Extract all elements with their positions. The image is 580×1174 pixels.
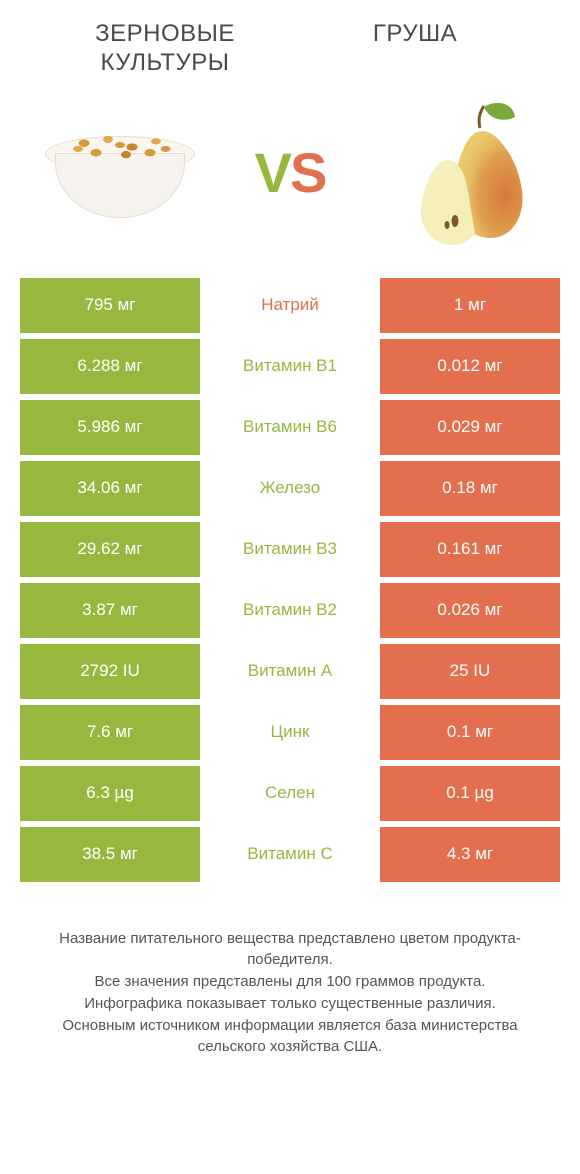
nutrient-label: Цинк [200, 705, 380, 760]
vs-v: V [255, 141, 290, 204]
table-row: 795 мгНатрий1 мг [20, 278, 560, 333]
footer-line: Основным источником информации является … [30, 1015, 550, 1059]
nutrient-label: Натрий [200, 278, 380, 333]
left-value: 34.06 мг [20, 461, 200, 516]
table-row: 29.62 мгВитамин B30.161 мг [20, 522, 560, 577]
right-value: 0.18 мг [380, 461, 560, 516]
left-value: 3.87 мг [20, 583, 200, 638]
table-row: 3.87 мгВитамин B20.026 мг [20, 583, 560, 638]
right-value: 0.161 мг [380, 522, 560, 577]
left-value: 38.5 мг [20, 827, 200, 882]
right-value: 1 мг [380, 278, 560, 333]
right-value: 0.1 µg [380, 766, 560, 821]
images-row: VS [0, 88, 580, 278]
right-value: 0.026 мг [380, 583, 560, 638]
right-value: 0.012 мг [380, 339, 560, 394]
nutrient-label: Селен [200, 766, 380, 821]
table-row: 38.5 мгВитамин C4.3 мг [20, 827, 560, 882]
left-value: 5.986 мг [20, 400, 200, 455]
table-row: 6.288 мгВитамин B10.012 мг [20, 339, 560, 394]
left-value: 795 мг [20, 278, 200, 333]
table-row: 5.986 мгВитамин B60.029 мг [20, 400, 560, 455]
nutrient-label: Железо [200, 461, 380, 516]
nutrient-label: Витамин B1 [200, 339, 380, 394]
vs-label: VS [255, 140, 326, 205]
left-value: 2792 IU [20, 644, 200, 699]
title-left: ЗЕРНОВЫЕ КУЛЬТУРЫ [40, 20, 290, 78]
pear-image [370, 98, 550, 248]
table-row: 7.6 мгЦинк0.1 мг [20, 705, 560, 760]
footer-line: Название питательного вещества представл… [30, 928, 550, 972]
nutrient-label: Витамин B6 [200, 400, 380, 455]
footer-line: Все значения представлены для 100 граммо… [30, 971, 550, 993]
nutrient-label: Витамин B3 [200, 522, 380, 577]
left-value: 29.62 мг [20, 522, 200, 577]
comparison-table: 795 мгНатрий1 мг 6.288 мгВитамин B10.012 … [0, 278, 580, 882]
right-value: 0.1 мг [380, 705, 560, 760]
title-right: ГРУША [290, 20, 540, 49]
nutrient-label: Витамин C [200, 827, 380, 882]
cereal-image [30, 98, 210, 248]
right-value: 0.029 мг [380, 400, 560, 455]
nutrient-label: Витамин A [200, 644, 380, 699]
left-value: 6.288 мг [20, 339, 200, 394]
table-row: 2792 IUВитамин A25 IU [20, 644, 560, 699]
header: ЗЕРНОВЫЕ КУЛЬТУРЫ ГРУША [0, 0, 580, 88]
table-row: 34.06 мгЖелезо0.18 мг [20, 461, 560, 516]
right-value: 25 IU [380, 644, 560, 699]
footer: Название питательного вещества представл… [0, 888, 580, 1059]
nutrient-label: Витамин B2 [200, 583, 380, 638]
footer-line: Инфографика показывает только существенн… [30, 993, 550, 1015]
table-row: 6.3 µgСелен0.1 µg [20, 766, 560, 821]
vs-s: S [290, 141, 325, 204]
left-value: 7.6 мг [20, 705, 200, 760]
left-value: 6.3 µg [20, 766, 200, 821]
right-value: 4.3 мг [380, 827, 560, 882]
